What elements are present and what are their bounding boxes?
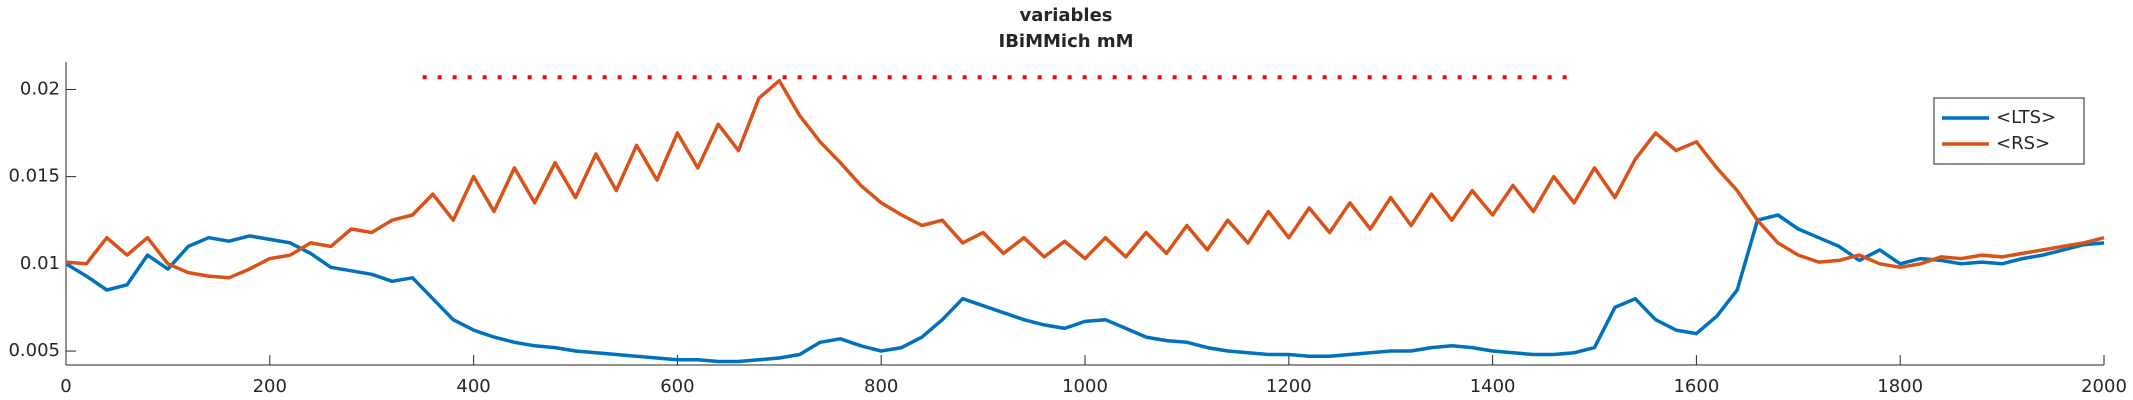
y-tick-label: 0.005	[8, 340, 60, 361]
x-tick-label: 1000	[1062, 376, 1108, 397]
x-tick-label: 0	[60, 376, 71, 397]
x-tick-label: 1400	[1470, 376, 1516, 397]
y-tick-label: 0.01	[20, 253, 60, 274]
x-tick-label: 600	[660, 376, 694, 397]
x-tick-label: 200	[253, 376, 287, 397]
y-tick-label: 0.02	[20, 78, 60, 99]
chart-title: variables	[1019, 5, 1112, 26]
legend-label: <RS>	[1996, 133, 2050, 154]
chart-subtitle: IBiMMich mM	[999, 31, 1134, 52]
x-tick-label: 1800	[1877, 376, 1923, 397]
legend-box	[1933, 97, 2085, 165]
x-tick-label: 2000	[2081, 376, 2127, 397]
x-tick-label: 400	[456, 376, 490, 397]
legend: <LTS> <RS>	[1933, 97, 2085, 165]
x-tick-label: 1600	[1673, 376, 1719, 397]
y-tick-label: 0.015	[8, 166, 60, 187]
x-tick-label: 800	[864, 376, 898, 397]
series-line	[65, 78, 2105, 280]
x-tick-label: 1200	[1266, 376, 1312, 397]
series-line	[65, 213, 2105, 364]
legend-label: <LTS>	[1996, 107, 2056, 128]
